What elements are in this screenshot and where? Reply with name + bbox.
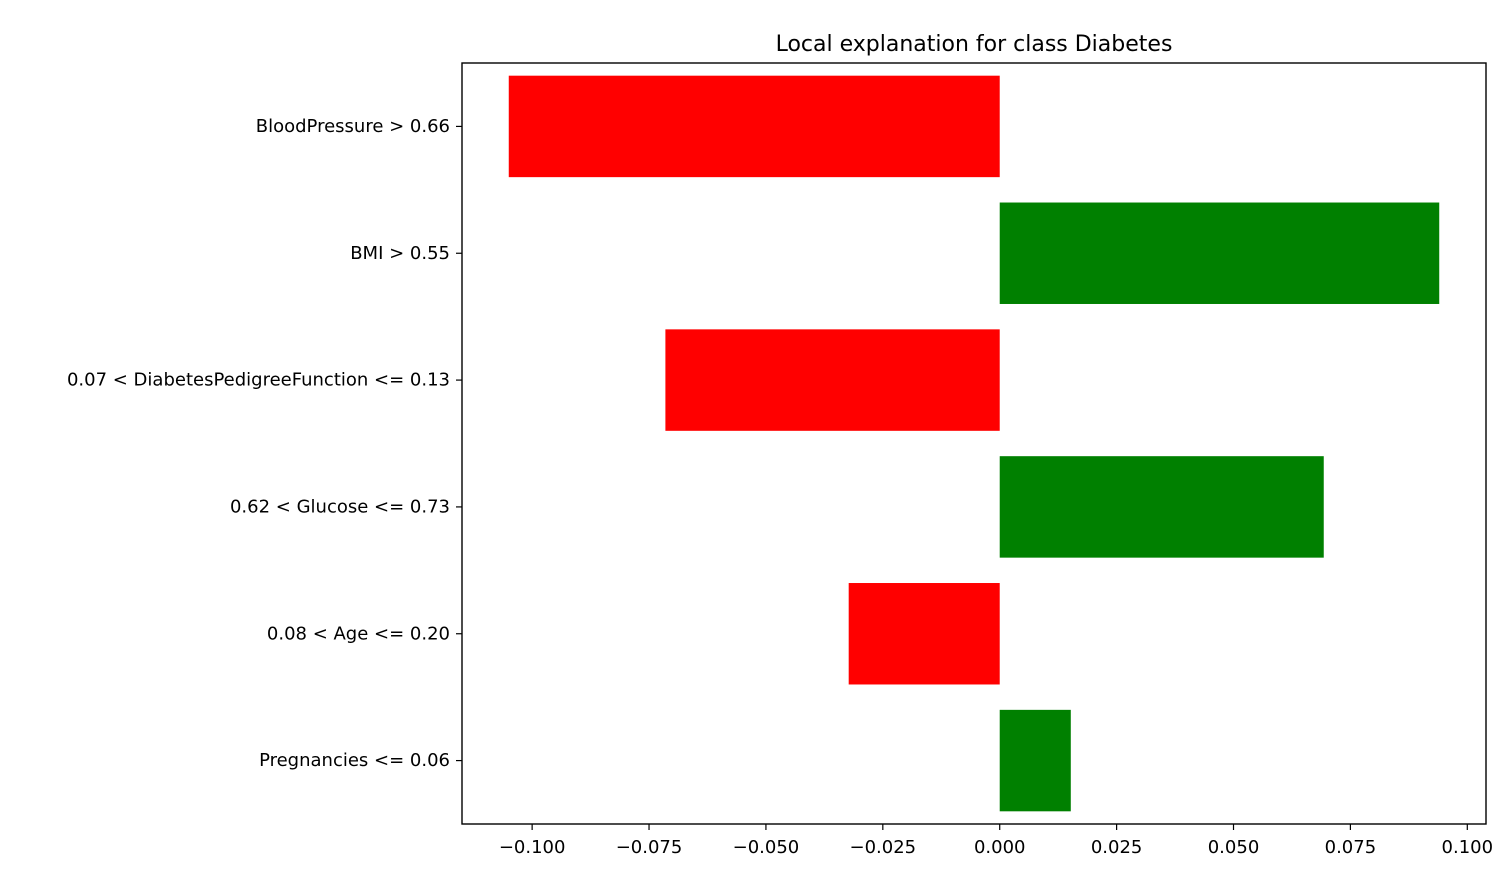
- y-tick-label: BloodPressure > 0.66: [256, 116, 450, 137]
- y-tick-label: 0.07 < DiabetesPedigreeFunction <= 0.13: [67, 370, 450, 391]
- x-tick-label: 0.050: [1208, 837, 1260, 858]
- x-tick-label: −0.075: [616, 837, 683, 858]
- bar-4: [848, 583, 1000, 685]
- y-tick-label: Pregnancies <= 0.06: [259, 750, 450, 771]
- x-tick-label: −0.050: [733, 837, 800, 858]
- x-tick-label: 0.100: [1442, 837, 1494, 858]
- bar-2: [665, 329, 1000, 431]
- y-tick-label: BMI > 0.55: [350, 243, 450, 264]
- x-tick-label: −0.100: [499, 837, 566, 858]
- y-axis: BloodPressure > 0.66 BMI > 0.55 0.07 < Dia…: [67, 116, 462, 771]
- bar-0: [508, 75, 1000, 178]
- x-tick-label: 0.025: [1091, 837, 1143, 858]
- x-tick-label: −0.025: [850, 837, 917, 858]
- x-axis: −0.100 −0.075 −0.050 −0.025 0.000 0.025 0.050 0…: [499, 824, 1493, 858]
- y-tick-label: 0.08 < Age <= 0.20: [267, 623, 450, 644]
- bar-1: [999, 202, 1440, 304]
- bar-5: [999, 709, 1071, 812]
- chart-title: Local explanation for class Diabetes: [776, 32, 1173, 57]
- y-tick-label: 0.62 < Glucose <= 0.73: [230, 496, 450, 517]
- x-tick-label: 0.000: [974, 837, 1026, 858]
- x-tick-label: 0.075: [1325, 837, 1377, 858]
- bar-3: [999, 456, 1324, 558]
- plot-frame: [461, 62, 1487, 825]
- bars-layer: [508, 75, 1440, 812]
